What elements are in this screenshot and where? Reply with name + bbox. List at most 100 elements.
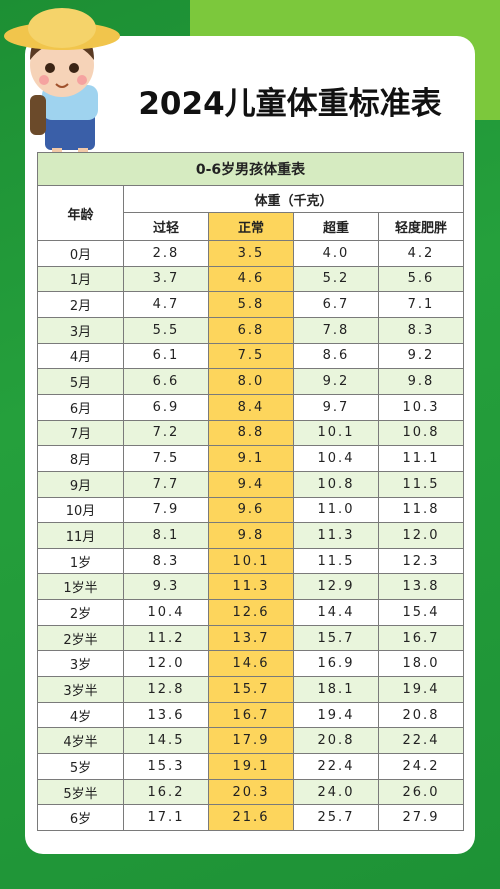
value-cell: 15.4 [378,599,464,626]
value-cell: 22.4 [378,727,464,755]
value-cell: 9.3 [123,573,209,601]
value-cell: 5.2 [293,265,379,293]
value-cell: 15.7 [208,676,294,703]
header-cell: 体重（千克） [123,185,464,213]
value-cell: 7.5 [123,445,209,472]
header-cell: 过轻 [123,212,209,241]
row-label: 2岁 [37,599,124,626]
value-cell: 7.8 [293,316,379,344]
value-cell: 5.6 [378,265,464,293]
row-label: 5月 [37,368,124,395]
value-cell: 3.5 [208,240,294,267]
value-cell: 14.5 [123,727,209,755]
value-cell: 5.5 [123,316,209,344]
value-cell: 11.2 [123,624,209,652]
value-cell: 10.8 [293,470,379,498]
row-label: 7月 [37,419,124,447]
value-cell: 19.4 [293,701,379,729]
value-cell: 16.2 [123,778,209,806]
value-cell: 18.1 [293,676,379,703]
value-cell: 10.8 [378,419,464,447]
value-cell: 20.8 [378,701,464,729]
value-cell: 3.7 [123,265,209,293]
value-cell: 4.7 [123,291,209,318]
value-cell: 22.4 [293,753,379,780]
value-cell: 8.0 [208,368,294,395]
value-cell: 11.3 [293,522,379,549]
value-cell: 9.8 [208,522,294,549]
value-cell: 9.6 [208,496,294,524]
value-cell: 14.4 [293,599,379,626]
value-cell: 26.0 [378,778,464,806]
value-cell: 16.7 [378,624,464,652]
value-cell: 6.6 [123,368,209,395]
value-cell: 12.9 [293,573,379,601]
value-cell: 4.2 [378,240,464,267]
row-label: 6月 [37,393,124,421]
row-label: 1月 [37,265,124,293]
value-cell: 15.3 [123,753,209,780]
value-cell: 8.3 [123,547,209,575]
value-cell: 6.9 [123,393,209,421]
value-cell: 12.6 [208,599,294,626]
value-cell: 4.6 [208,265,294,293]
value-cell: 9.2 [378,342,464,370]
row-label: 5岁半 [37,778,124,806]
value-cell: 17.9 [208,727,294,755]
value-cell: 10.1 [293,419,379,447]
value-cell: 11.8 [378,496,464,524]
value-cell: 5.8 [208,291,294,318]
row-label: 4岁半 [37,727,124,755]
header-cell: 轻度肥胖 [378,212,464,241]
row-label: 10月 [37,496,124,524]
value-cell: 8.4 [208,393,294,421]
header-cell: 正常 [208,212,294,241]
value-cell: 8.8 [208,419,294,447]
value-cell: 6.1 [123,342,209,370]
value-cell: 2.8 [123,240,209,267]
value-cell: 8.1 [123,522,209,549]
row-label: 6岁 [37,804,124,831]
value-cell: 10.4 [123,599,209,626]
value-cell: 24.2 [378,753,464,780]
value-cell: 4.0 [293,240,379,267]
value-cell: 16.9 [293,650,379,678]
value-cell: 10.1 [208,547,294,575]
title: 2024儿童体重标准表 [138,86,442,122]
value-cell: 16.7 [208,701,294,729]
value-cell: 19.1 [208,753,294,780]
row-label: 4岁 [37,701,124,729]
value-cell: 9.1 [208,445,294,472]
row-label: 2岁半 [37,624,124,652]
value-cell: 10.3 [378,393,464,421]
row-label: 0月 [37,240,124,267]
value-cell: 10.4 [293,445,379,472]
value-cell: 6.8 [208,316,294,344]
value-cell: 13.6 [123,701,209,729]
value-cell: 7.2 [123,419,209,447]
row-label: 9月 [37,470,124,498]
value-cell: 12.8 [123,676,209,703]
row-label: 3月 [37,316,124,344]
value-cell: 7.5 [208,342,294,370]
value-cell: 9.2 [293,368,379,395]
value-cell: 14.6 [208,650,294,678]
value-cell: 25.7 [293,804,379,831]
header-cell: 年龄 [37,185,124,241]
row-label: 4月 [37,342,124,370]
row-label: 8月 [37,445,124,472]
value-cell: 18.0 [378,650,464,678]
value-cell: 9.4 [208,470,294,498]
value-cell: 11.1 [378,445,464,472]
value-cell: 6.7 [293,291,379,318]
value-cell: 13.8 [378,573,464,601]
value-cell: 20.8 [293,727,379,755]
value-cell: 9.8 [378,368,464,395]
value-cell: 8.3 [378,316,464,344]
value-cell: 11.0 [293,496,379,524]
header-cell: 超重 [293,212,379,241]
row-label: 3岁 [37,650,124,678]
value-cell: 15.7 [293,624,379,652]
row-label: 1岁 [37,547,124,575]
